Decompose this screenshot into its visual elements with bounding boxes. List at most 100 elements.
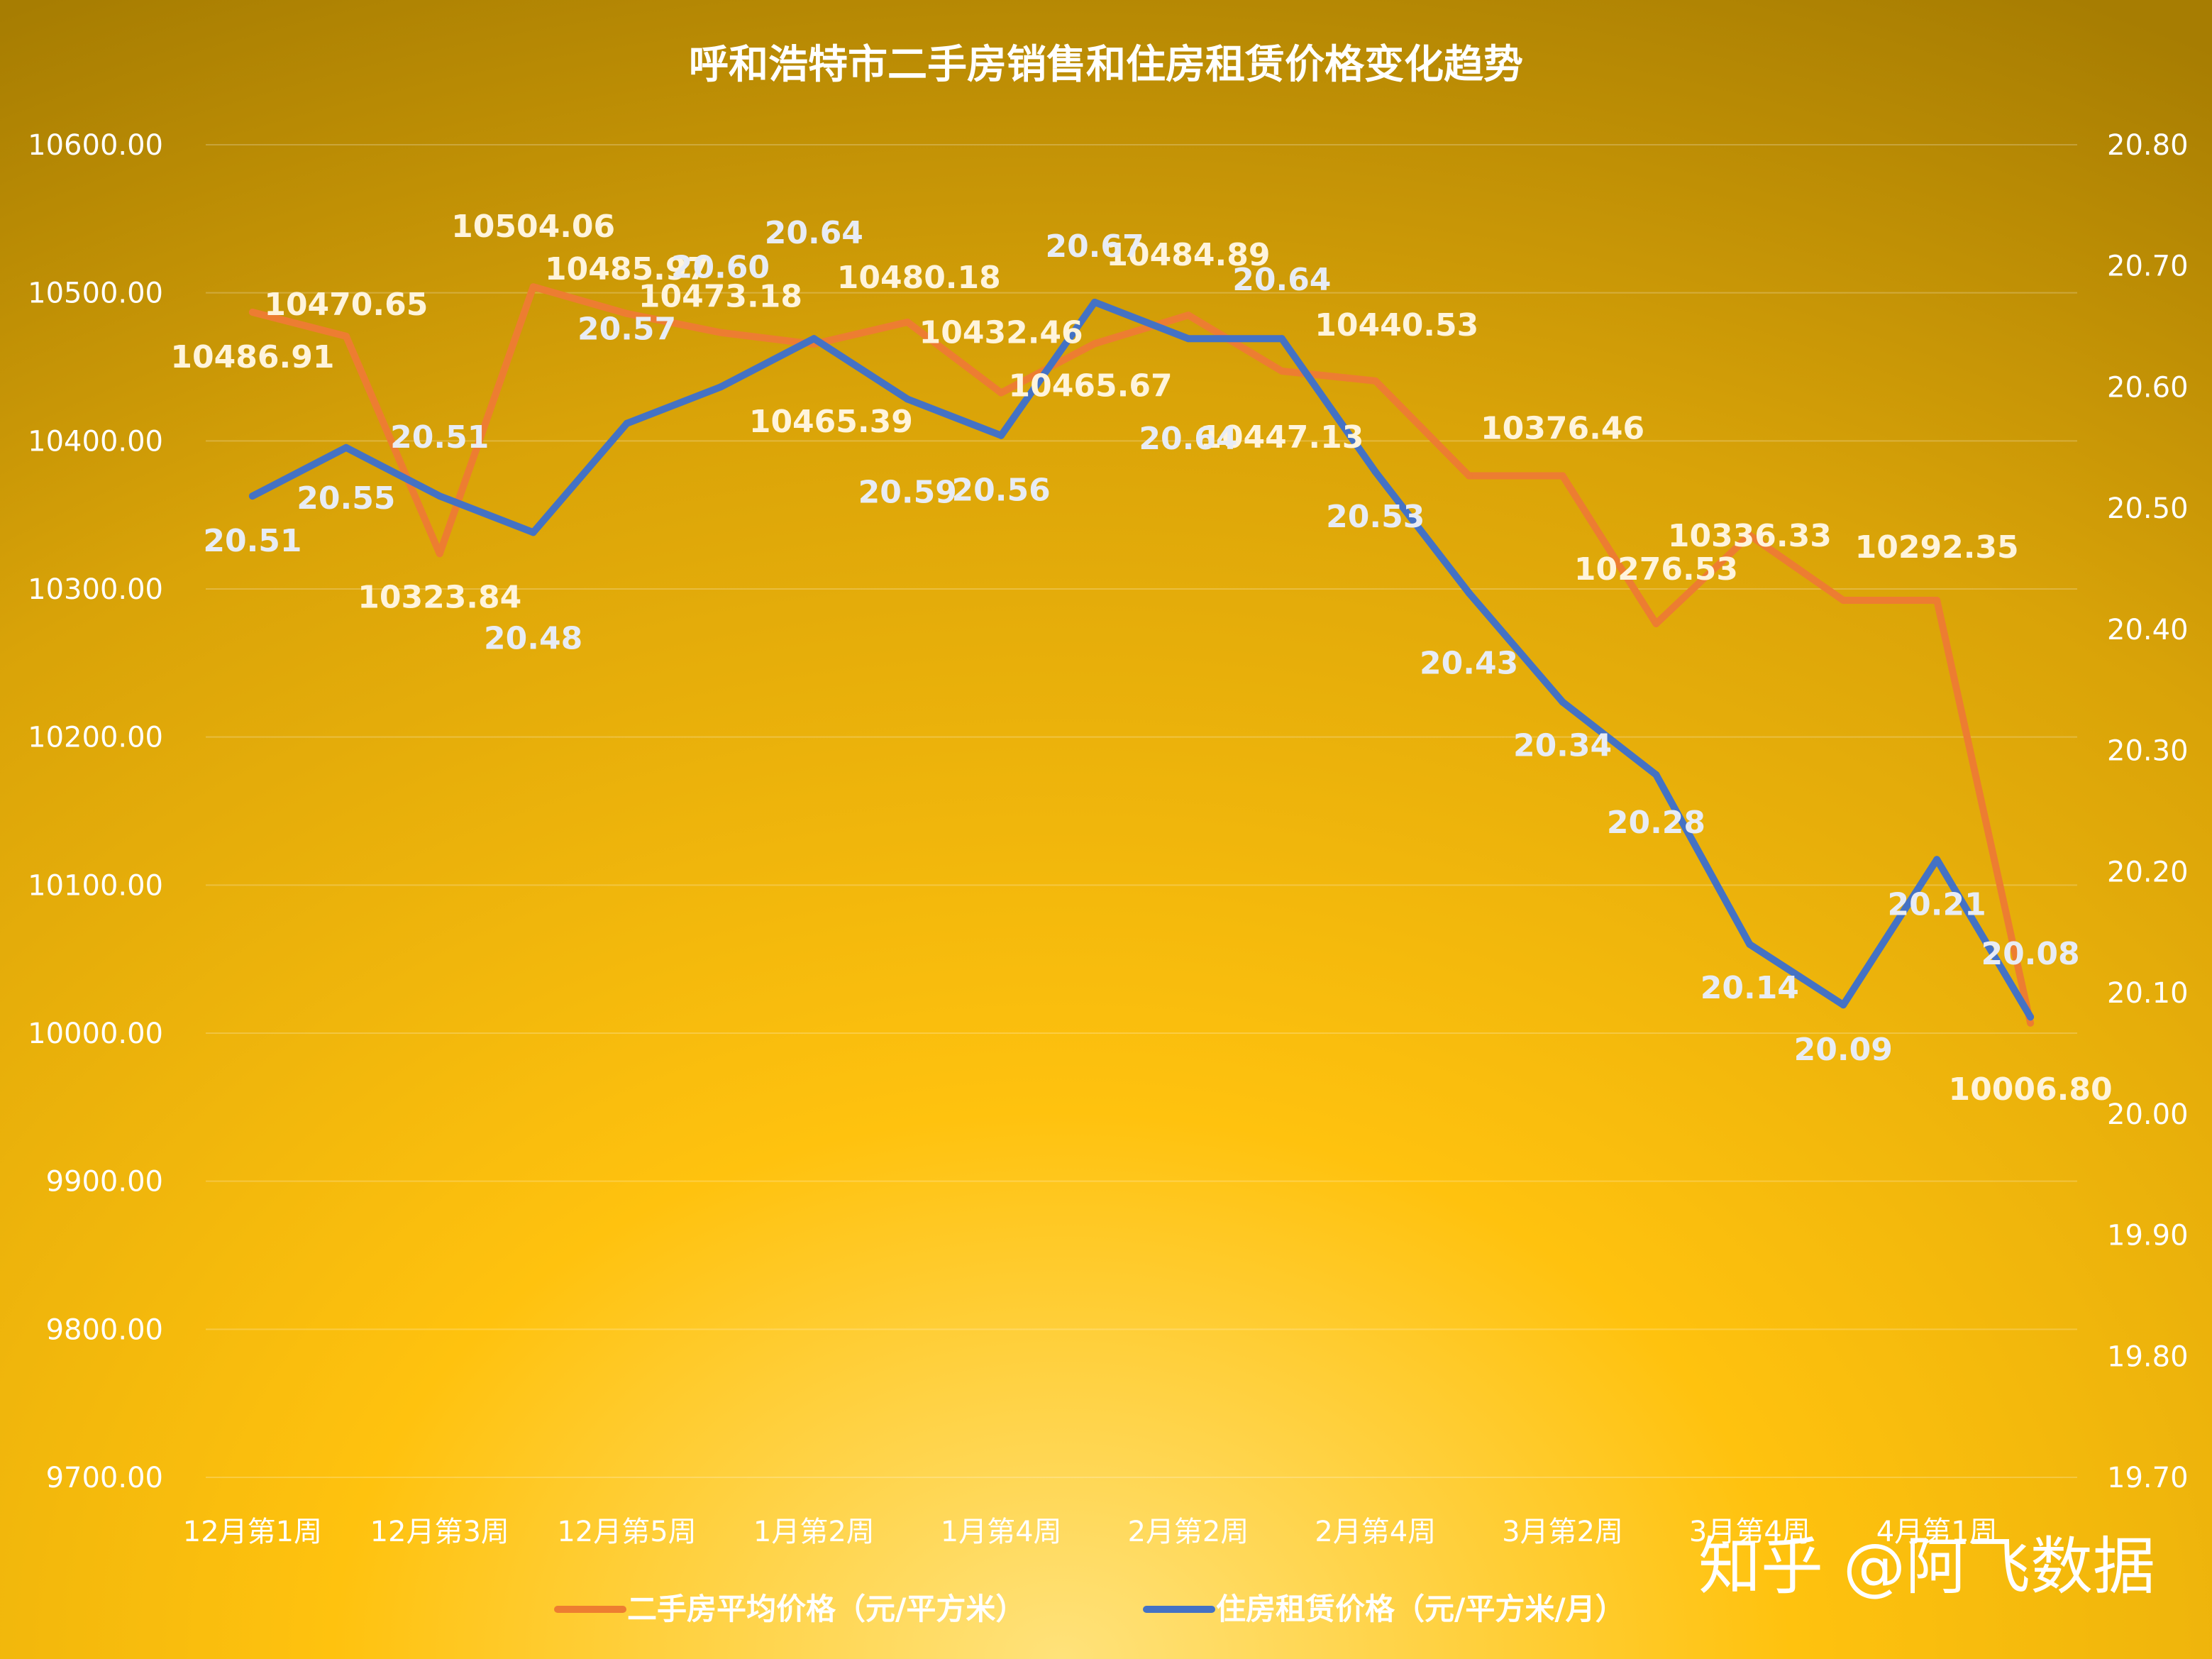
y-left-tick-label: 9700.00 xyxy=(46,1462,163,1494)
data-label-sale: 10006.80 xyxy=(1949,1071,2113,1108)
point-rent xyxy=(997,431,1005,439)
point-sale xyxy=(342,332,350,340)
data-label-rent: 20.57 xyxy=(577,312,676,348)
y-right-tick-label: 19.90 xyxy=(2107,1220,2189,1252)
point-sale xyxy=(1278,367,1285,375)
legend: 二手房平均价格（元/平方米） 住房租赁价格（元/平方米/月） xyxy=(554,1592,1625,1626)
y-right-tick-label: 20.30 xyxy=(2107,735,2189,768)
point-sale xyxy=(529,283,537,291)
point-rent xyxy=(529,529,537,536)
data-label-sale: 10473.18 xyxy=(638,279,802,315)
y-left-tick-label: 9900.00 xyxy=(46,1166,163,1198)
y-left-tick-label: 10400.00 xyxy=(28,425,163,458)
y-right-tick-label: 20.60 xyxy=(2107,371,2189,404)
point-rent xyxy=(1465,589,1473,597)
x-tick-label: 1月第2周 xyxy=(753,1516,875,1548)
y-right-tick-label: 20.70 xyxy=(2107,250,2189,283)
y-right-tick-label: 20.80 xyxy=(2107,129,2189,162)
data-label-rent: 20.08 xyxy=(1981,936,2079,972)
data-label-rent: 20.67 xyxy=(1045,228,1144,265)
point-sale xyxy=(1559,472,1566,480)
point-rent xyxy=(1184,335,1192,343)
point-rent xyxy=(1933,856,1941,864)
point-rent xyxy=(436,492,443,500)
point-sale xyxy=(1933,596,1941,604)
point-sale xyxy=(436,550,443,558)
point-rent xyxy=(1652,771,1660,778)
data-labels: 10486.91 10470.65 10323.84 10504.06 10485.97… xyxy=(170,209,2112,1108)
data-label-rent: 20.55 xyxy=(297,480,395,517)
point-sale xyxy=(997,389,1005,397)
legend-label-sale: 二手房平均价格（元/平方米） xyxy=(627,1592,1025,1626)
data-label-sale: 10323.84 xyxy=(358,579,521,615)
y-left-tick-label: 10300.00 xyxy=(28,573,163,606)
point-sale xyxy=(904,319,912,326)
data-label-sale: 10486.91 xyxy=(170,339,334,375)
y-left-tick-label: 10200.00 xyxy=(28,722,163,754)
data-label-sale: 10447.13 xyxy=(1200,419,1364,456)
data-label-sale: 10484.89 xyxy=(1106,237,1270,273)
right-y-axis: 19.70 19.80 19.90 20.00 20.10 20.20 20.30 20.40… xyxy=(2107,129,2189,1494)
data-label-rent: 20.43 xyxy=(1420,646,1518,682)
x-tick-label: 12月第3周 xyxy=(370,1516,509,1548)
y-left-tick-label: 10000.00 xyxy=(28,1018,163,1050)
data-label-sale: 10276.53 xyxy=(1574,551,1738,588)
x-tick-label: 3月第2周 xyxy=(1502,1516,1623,1548)
y-right-tick-label: 20.40 xyxy=(2107,614,2189,646)
series-line-rent xyxy=(248,298,2035,1021)
point-rent xyxy=(1559,698,1566,706)
point-rent xyxy=(1371,468,1379,475)
y-left-tick-label: 10100.00 xyxy=(28,869,163,902)
y-left-tick-label: 10600.00 xyxy=(28,129,163,162)
gridlines xyxy=(206,144,2077,1478)
point-rent xyxy=(1746,940,1754,948)
y-right-tick-label: 20.50 xyxy=(2107,492,2189,525)
point-sale xyxy=(717,329,724,336)
data-label-rent: 20.64 xyxy=(1139,421,1237,457)
y-left-tick-label: 9800.00 xyxy=(46,1313,163,1346)
data-label-sale: 10465.67 xyxy=(1009,368,1173,404)
point-sale xyxy=(2027,1019,2035,1027)
point-sale xyxy=(1652,619,1660,627)
x-tick-label: 12月第5周 xyxy=(557,1516,696,1548)
chart-title: 呼和浩特市二手房销售和住房租赁价格变化趋势 xyxy=(689,42,1523,88)
point-sale xyxy=(1371,377,1379,385)
point-rent xyxy=(2027,1013,2035,1021)
x-tick-label: 4月第1周 xyxy=(1876,1516,1998,1548)
data-label-rent: 20.51 xyxy=(203,523,302,559)
point-rent xyxy=(1278,335,1285,343)
legend-label-rent: 住房租赁价格（元/平方米/月） xyxy=(1216,1592,1625,1626)
point-sale xyxy=(1184,312,1192,319)
data-label-sale: 10470.65 xyxy=(264,287,428,323)
point-sale xyxy=(248,308,256,316)
data-label-rent: 20.64 xyxy=(765,215,863,251)
data-label-rent: 20.59 xyxy=(858,475,957,511)
y-right-tick-label: 20.00 xyxy=(2107,1098,2189,1131)
data-label-sale: 10485.97 xyxy=(545,251,709,287)
data-label-sale: 10504.06 xyxy=(451,209,615,245)
x-tick-label: 3月第4周 xyxy=(1689,1516,1810,1548)
data-label-sale: 10465.39 xyxy=(749,404,913,440)
point-sale xyxy=(1465,472,1473,480)
data-label-rent: 20.53 xyxy=(1326,499,1425,535)
data-label-rent: 20.51 xyxy=(390,419,489,456)
data-label-rent: 20.28 xyxy=(1607,805,1705,841)
data-label-sale: 10336.33 xyxy=(1668,518,1832,554)
data-label-sale: 10440.53 xyxy=(1315,307,1478,343)
point-rent xyxy=(810,335,818,343)
x-tick-label: 2月第2周 xyxy=(1127,1516,1249,1548)
data-label-sale: 10480.18 xyxy=(837,260,1001,296)
point-rent xyxy=(342,443,350,451)
point-rent xyxy=(623,419,631,427)
data-label-sale: 10432.46 xyxy=(919,315,1083,351)
series-line-sale xyxy=(248,283,2035,1027)
data-label-rent: 20.21 xyxy=(1888,886,1986,922)
data-label-rent: 20.09 xyxy=(1794,1032,1893,1068)
point-rent xyxy=(1840,1001,1847,1009)
y-left-tick-label: 10500.00 xyxy=(28,277,163,310)
data-label-rent: 20.64 xyxy=(1232,262,1331,298)
point-rent xyxy=(1091,298,1099,306)
y-right-tick-label: 20.10 xyxy=(2107,977,2189,1010)
